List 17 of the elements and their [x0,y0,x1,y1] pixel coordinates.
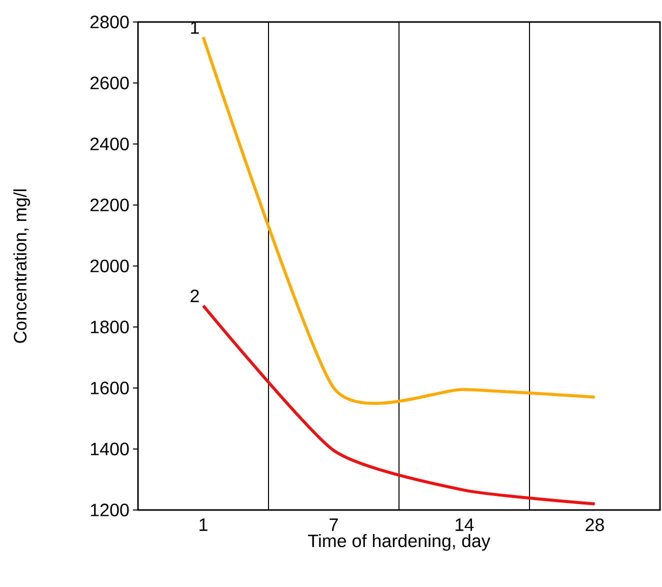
x-tick-label: 28 [586,518,604,532]
x-tick-label: 7 [330,518,338,531]
x-tick-label: 1 [200,518,208,531]
line-series [202,304,596,506]
y-tick-label: 1800 [90,320,129,334]
y-tick-label: 2800 [90,16,129,28]
y-tick-label: 1400 [90,442,129,456]
x-axis-title: Time of hardening, day [308,534,490,551]
y-tick-label: 2400 [90,138,129,150]
y-tick-label: 2200 [90,198,129,212]
y-axis-title: Concentration, mg/l [13,189,30,343]
y-tick-label: 1200 [90,504,129,516]
y-tick-label: 2600 [90,76,129,90]
x-tick-label: 14 [456,518,474,531]
y-tick-label: 1600 [90,382,129,394]
annotation: 2 [190,290,199,302]
y-tick-label: 2000 [90,260,129,272]
